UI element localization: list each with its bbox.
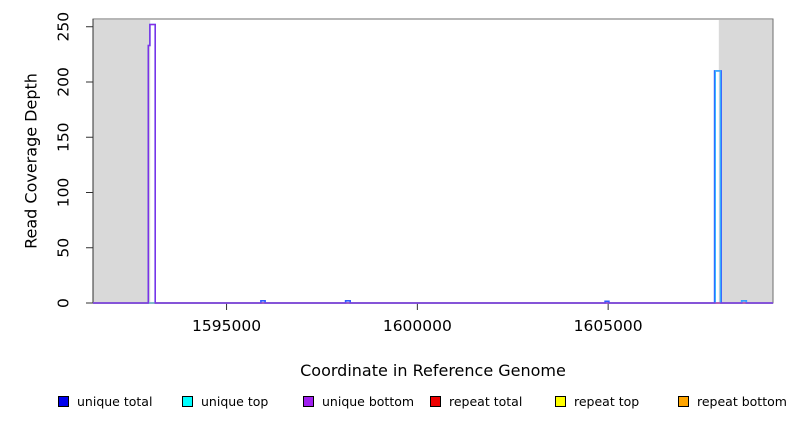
y-tick-label: 150	[54, 122, 72, 152]
x-tick-label: 1600000	[383, 317, 452, 335]
y-tick-label: 250	[54, 12, 72, 42]
y-tick-label: 0	[54, 298, 72, 308]
legend-swatch	[182, 395, 193, 407]
legend-swatch	[555, 395, 566, 407]
series-layer	[93, 23, 773, 304]
legend-swatch	[430, 395, 441, 407]
y-tick-label: 50	[54, 238, 72, 258]
plot-box-layer	[92, 18, 774, 304]
repeat-region	[93, 20, 151, 302]
legend-label: repeat top	[574, 393, 640, 409]
x-tick-label: 1605000	[574, 317, 643, 335]
y-axis-title: Read Coverage Depth	[22, 73, 41, 249]
legend-label: unique top	[201, 393, 269, 409]
x-axis-title: Coordinate in Reference Genome	[300, 361, 566, 380]
plot-border	[92, 18, 774, 304]
legend-label: repeat bottom	[697, 393, 787, 409]
legend-swatch	[58, 395, 69, 407]
legend-label: unique bottom	[322, 393, 415, 409]
axis-ticks-layer: 1595000 1600000 1605000 0 50 100 150 200 250	[54, 12, 642, 335]
legend-swatch	[678, 395, 689, 407]
series-line-unique-top	[93, 70, 773, 304]
y-tick-label: 100	[54, 178, 72, 208]
repeat-region	[718, 20, 773, 302]
legend-item-unique-top: unique top	[182, 393, 269, 409]
legend-item-repeat-total: repeat total	[430, 393, 523, 409]
legend-item-unique-total: unique total	[58, 393, 153, 409]
series-line-unique-bottom	[93, 23, 773, 304]
legend-item-unique-bottom: unique bottom	[303, 393, 415, 409]
y-tick-label: 200	[54, 67, 72, 97]
legend-label: repeat total	[449, 393, 523, 409]
repeat-regions-layer	[93, 20, 773, 302]
legend-label: unique total	[77, 393, 153, 409]
legend: unique total unique top unique bottom repea…	[0, 394, 792, 424]
x-tick-label: 1595000	[192, 317, 261, 335]
plot-canvas: 1595000 1600000 1605000 0 50 100 150 200 250 Rea…	[22, 12, 774, 380]
legend-swatch	[303, 395, 314, 407]
legend-item-repeat-bottom: repeat bottom	[678, 393, 787, 409]
legend-item-repeat-top: repeat top	[555, 393, 640, 409]
series-line-unique-total	[93, 23, 773, 304]
